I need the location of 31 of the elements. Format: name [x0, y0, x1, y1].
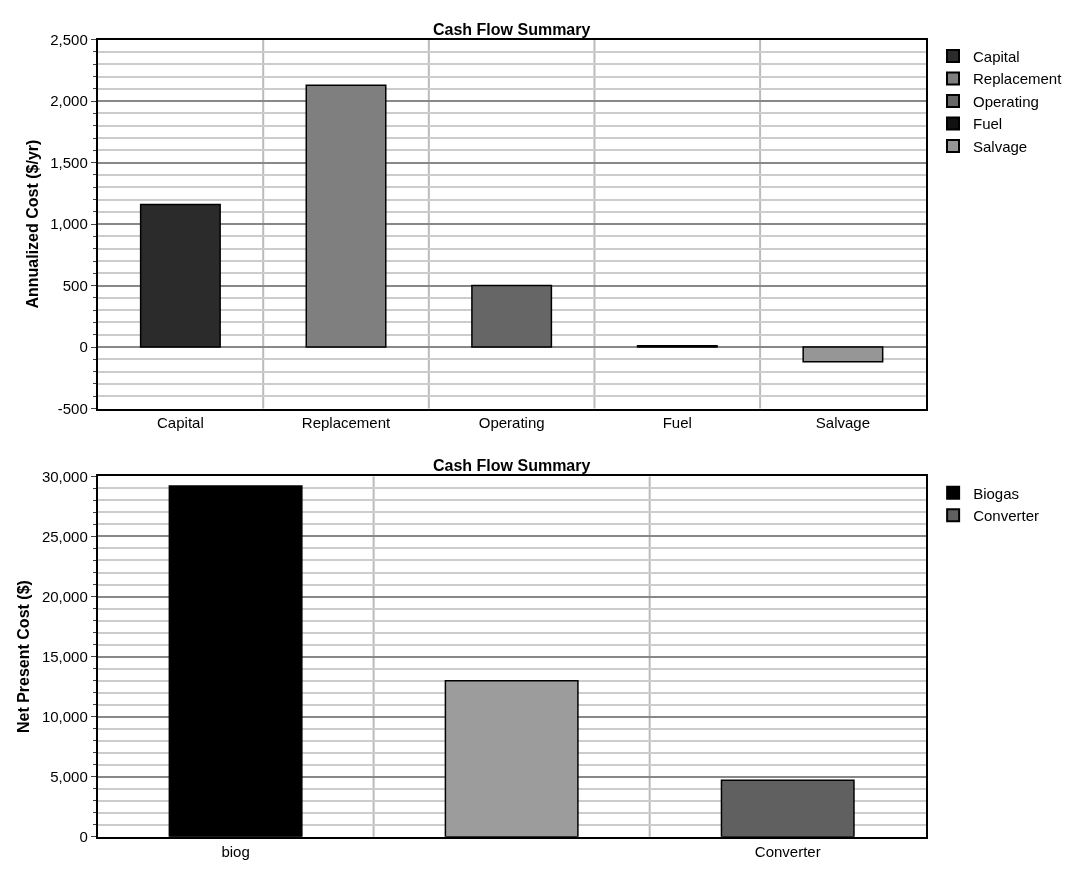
y-tick-label: 5,000 — [50, 767, 88, 785]
y-tick-label: 0 — [79, 338, 88, 356]
x-tick-label: Fuel — [662, 414, 692, 432]
x-tick-label: Replacement — [301, 414, 392, 432]
legend-label: Converter — [973, 507, 1039, 524]
y-tick-label: 1,000 — [50, 215, 88, 233]
x-tick-label: biog — [221, 842, 250, 860]
x-tick-label: Capital — [157, 414, 204, 432]
y-tick-label: 30,000 — [41, 467, 88, 485]
y-tick-label: 15,000 — [41, 647, 88, 665]
y-axis-title: Annualized Cost ($/yr) — [23, 139, 41, 309]
y-tick-label: 20,000 — [41, 587, 88, 605]
y-tick-label: 10,000 — [41, 707, 88, 725]
legend-label: Biogas — [973, 484, 1019, 502]
x-tick-label: Operating — [478, 414, 545, 432]
y-tick-label: 500 — [62, 276, 88, 294]
y-tick-label: 0 — [79, 828, 88, 846]
chart-title: Cash Flow Summary — [433, 21, 591, 38]
y-tick-label: 2,500 — [50, 30, 88, 48]
legend-label: Capital — [973, 47, 1020, 65]
legend-label: Fuel — [973, 115, 1003, 133]
y-axis-title: Net Present Cost ($) — [15, 580, 33, 734]
x-tick-label: Salvage — [815, 414, 871, 432]
y-tick-label: 2,000 — [50, 92, 88, 110]
legend-label: Operating — [973, 92, 1039, 110]
y-tick-label: 25,000 — [41, 527, 88, 545]
legend-label: Replacement — [973, 70, 1063, 88]
chart-title: Cash Flow Summary — [433, 457, 591, 474]
y-tick-label: -500 — [57, 399, 88, 417]
y-tick-label: 1,500 — [50, 153, 88, 171]
legend-label: Salvage — [973, 137, 1028, 155]
